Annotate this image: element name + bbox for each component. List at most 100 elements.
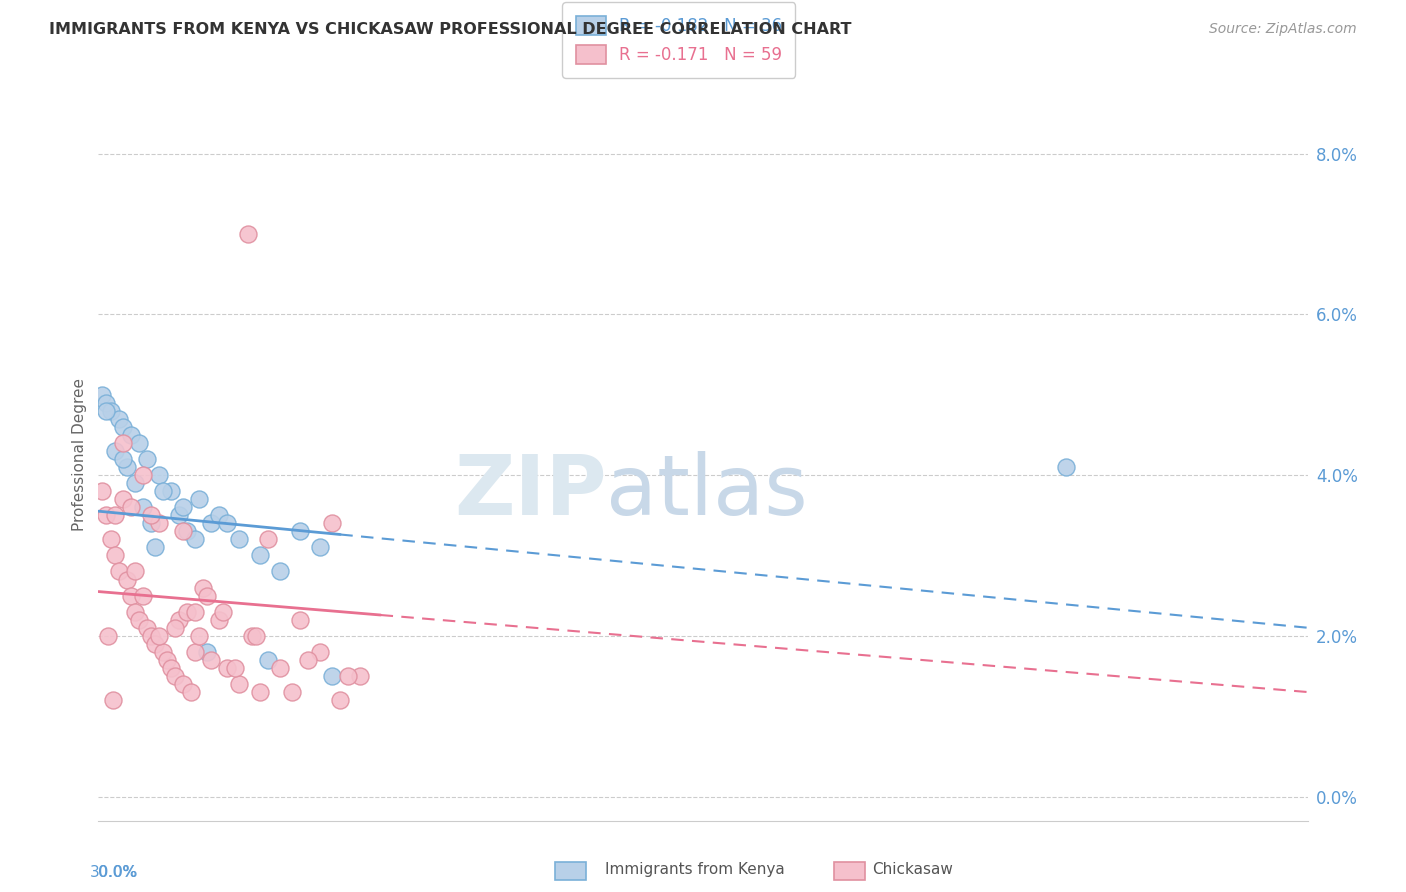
Point xyxy=(172,500,194,515)
Point xyxy=(111,492,134,507)
Point xyxy=(256,533,278,547)
Point xyxy=(103,443,125,458)
Point xyxy=(1054,460,1077,475)
Point xyxy=(167,613,190,627)
Point xyxy=(167,508,190,523)
Point xyxy=(228,533,250,547)
Point xyxy=(111,419,134,434)
Point xyxy=(337,669,360,683)
Point xyxy=(240,629,263,643)
Point xyxy=(195,589,218,603)
Point xyxy=(236,227,259,241)
Point xyxy=(217,516,239,531)
Point xyxy=(184,645,207,659)
Point xyxy=(97,629,120,643)
Point xyxy=(184,533,207,547)
Point xyxy=(128,435,150,450)
Point xyxy=(143,637,166,651)
Point xyxy=(107,411,129,425)
Point xyxy=(100,403,122,417)
Text: IMMIGRANTS FROM KENYA VS CHICKASAW PROFESSIONAL DEGREE CORRELATION CHART: IMMIGRANTS FROM KENYA VS CHICKASAW PROFE… xyxy=(49,22,852,37)
Point xyxy=(224,661,246,675)
Point xyxy=(288,524,311,539)
Point xyxy=(269,661,291,675)
Point xyxy=(321,516,343,531)
Point xyxy=(245,629,267,643)
Point xyxy=(124,565,146,579)
Point xyxy=(160,661,183,675)
Point xyxy=(200,653,222,667)
Text: Chickasaw: Chickasaw xyxy=(872,863,953,877)
Text: 0.0%: 0.0% xyxy=(98,864,138,880)
Point xyxy=(176,524,198,539)
Point xyxy=(139,508,162,523)
Point xyxy=(217,661,239,675)
Point xyxy=(139,629,162,643)
Point xyxy=(163,621,186,635)
Point xyxy=(156,653,179,667)
Point xyxy=(120,589,142,603)
Point xyxy=(184,605,207,619)
Point xyxy=(115,460,138,475)
Point xyxy=(115,573,138,587)
Point xyxy=(135,621,157,635)
Point xyxy=(256,653,278,667)
Point xyxy=(107,565,129,579)
Point xyxy=(309,645,332,659)
Point xyxy=(163,669,186,683)
Point xyxy=(160,484,183,499)
Point xyxy=(132,500,155,515)
Point xyxy=(297,653,319,667)
Point xyxy=(249,685,271,699)
Point xyxy=(143,541,166,555)
Point xyxy=(135,452,157,467)
Point xyxy=(96,508,118,523)
Point xyxy=(269,565,291,579)
Point xyxy=(249,549,271,563)
Point xyxy=(281,685,304,699)
Point xyxy=(148,468,170,483)
Point xyxy=(139,516,162,531)
Point xyxy=(132,468,155,483)
Point xyxy=(100,533,122,547)
Point xyxy=(152,645,174,659)
Point xyxy=(152,484,174,499)
Text: atlas: atlas xyxy=(606,451,808,532)
Point xyxy=(124,605,146,619)
Text: Immigrants from Kenya: Immigrants from Kenya xyxy=(605,863,785,877)
Point xyxy=(212,605,235,619)
Text: ZIP: ZIP xyxy=(454,451,606,532)
Point xyxy=(329,693,352,707)
Point xyxy=(132,589,155,603)
Point xyxy=(176,605,198,619)
Point xyxy=(349,669,371,683)
Point xyxy=(96,403,118,417)
Point xyxy=(103,549,125,563)
Point xyxy=(172,524,194,539)
Point xyxy=(309,541,332,555)
Point xyxy=(188,492,211,507)
Point xyxy=(96,395,118,409)
Point xyxy=(91,484,114,499)
Point xyxy=(188,629,211,643)
Point xyxy=(91,387,114,401)
Point xyxy=(124,476,146,491)
Point xyxy=(200,516,222,531)
Point xyxy=(228,677,250,691)
Point xyxy=(180,685,202,699)
Point xyxy=(172,677,194,691)
Point xyxy=(148,516,170,531)
Point xyxy=(208,508,231,523)
Point xyxy=(103,508,125,523)
Text: Source: ZipAtlas.com: Source: ZipAtlas.com xyxy=(1209,22,1357,37)
Point xyxy=(148,629,170,643)
Point xyxy=(193,581,215,595)
Point xyxy=(288,613,311,627)
Point xyxy=(111,435,134,450)
Legend: R = -0.182   N = 36, R = -0.171   N = 59: R = -0.182 N = 36, R = -0.171 N = 59 xyxy=(562,3,796,78)
Point xyxy=(128,613,150,627)
Y-axis label: Professional Degree: Professional Degree xyxy=(72,378,87,532)
Point xyxy=(195,645,218,659)
Point xyxy=(120,427,142,442)
Text: 30.0%: 30.0% xyxy=(90,864,139,880)
